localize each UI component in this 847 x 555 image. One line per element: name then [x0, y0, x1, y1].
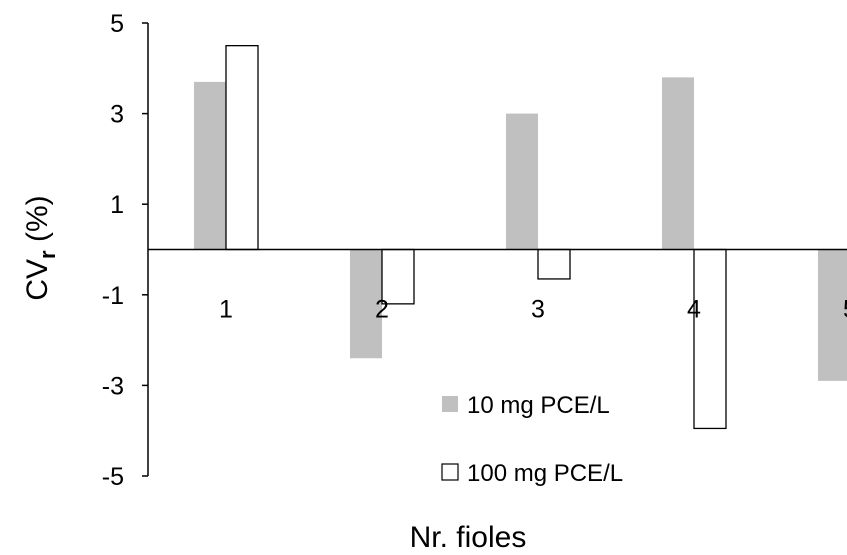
bar-series2-cat-4	[693, 248, 727, 430]
bar-series1-cat-5	[818, 249, 847, 381]
category-label-4: 4	[687, 296, 701, 324]
y-tick-label: 1	[110, 191, 124, 219]
category-label-2: 2	[375, 296, 389, 324]
y-axis-title-unit: (%)	[21, 195, 54, 250]
y-tick-label: 3	[110, 101, 124, 129]
y-tick-label: -3	[102, 372, 124, 400]
y-axis-title-main: CV	[21, 259, 54, 301]
legend: 10 mg PCE/L 100 mg PCE/L	[441, 392, 623, 487]
bar-series1-cat-4	[662, 77, 694, 250]
bar-series1-cat-2	[350, 249, 382, 359]
bar-series1-cat-1	[194, 81, 226, 250]
y-tick-label: -1	[102, 282, 124, 310]
x-axis-title: Nr. fioles	[410, 521, 527, 554]
legend-label-100mg: 100 mg PCE/L	[467, 460, 623, 487]
legend-swatch-100mg	[441, 463, 459, 481]
bars-group	[194, 45, 847, 430]
category-label-1: 1	[219, 296, 233, 324]
bar-series2-cat-3	[537, 248, 571, 280]
bar-series2-cat-1	[225, 45, 259, 251]
legend-swatch-10mg	[442, 396, 458, 412]
category-label-3: 3	[531, 296, 545, 324]
legend-label-10mg: 10 mg PCE/L	[467, 392, 610, 419]
y-ticks-group: 5 3 1 -1 -3 -5	[102, 10, 148, 491]
y-tick-label: -5	[102, 463, 124, 491]
bar-series1-cat-3	[506, 113, 538, 250]
category-labels-group: 1 2 3 4 5	[219, 296, 847, 324]
y-axis-title-subscript: r	[35, 250, 60, 259]
category-label-5: 5	[843, 296, 847, 324]
y-axis-title: CVr (%)	[21, 195, 60, 300]
y-tick-label: 5	[110, 10, 124, 38]
